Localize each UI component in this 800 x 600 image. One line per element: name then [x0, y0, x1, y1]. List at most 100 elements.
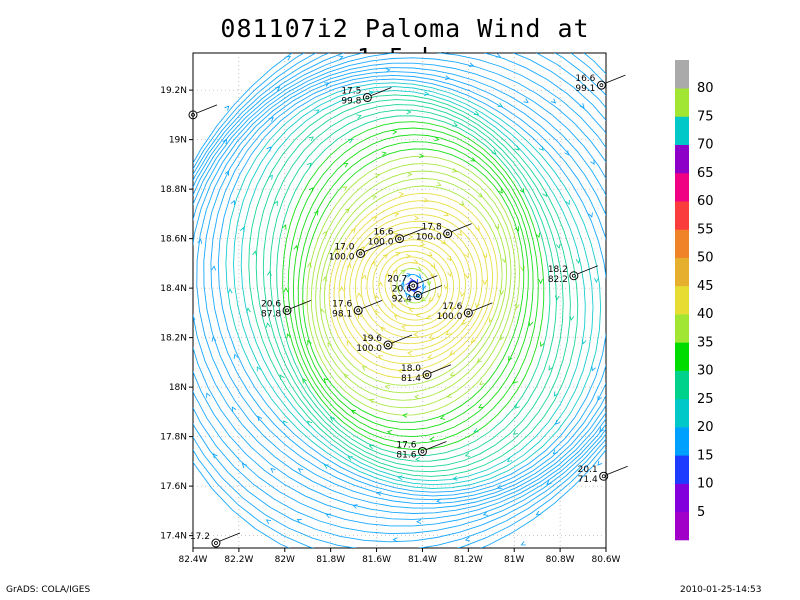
- streamline-arrow: [475, 302, 480, 309]
- station-value-bottom: 100.0: [416, 233, 442, 243]
- streamline-arrow: [308, 187, 314, 193]
- streamline-arrow: [371, 195, 377, 200]
- streamline-arrow: [650, 277, 654, 281]
- colorbar-swatch: [675, 116, 689, 146]
- streamline-arrow: [514, 226, 520, 232]
- station-marker-inner: [601, 474, 606, 479]
- streamline: [193, 53, 606, 527]
- streamline-arrow: [436, 181, 442, 187]
- y-tick-label: 19N: [169, 136, 187, 146]
- streamline-arrow: [405, 292, 411, 298]
- streamline-arrow: [212, 453, 218, 459]
- wind-barb: [290, 300, 312, 309]
- streamline-arrow: [520, 266, 525, 272]
- streamline-arrow: [393, 314, 400, 320]
- streamline-arrow: [323, 377, 329, 384]
- streamline-arrow: [507, 355, 513, 361]
- streamline: [390, 262, 437, 310]
- streamline-arrow: [404, 300, 411, 306]
- wind-barb: [364, 243, 385, 252]
- colorbar-swatch: [675, 455, 689, 484]
- streamline-arrow: [193, 315, 196, 320]
- y-tick-label: 18N: [169, 383, 187, 393]
- x-tick-label: 82W: [275, 555, 295, 565]
- y-tick-label: 18.4N: [160, 284, 187, 294]
- streamline-arrow: [307, 339, 312, 346]
- streamline-arrow: [494, 223, 500, 230]
- colorbar-swatch: [675, 370, 689, 400]
- streamline: [262, 104, 564, 468]
- x-tick-label: 81.6W: [362, 555, 391, 565]
- wind-barb: [451, 223, 472, 233]
- colorbar-label: 65: [697, 166, 714, 181]
- streamline-arrow: [497, 484, 503, 489]
- streamline-arrow: [597, 460, 603, 466]
- streamline-arrow: [343, 373, 349, 379]
- streamline-arrow: [197, 238, 203, 244]
- streamline-arrow: [347, 139, 354, 144]
- streamline-arrow: [413, 332, 419, 337]
- streamline-arrow: [359, 246, 365, 252]
- streamline-arrow: [482, 253, 488, 259]
- streamline-arrow: [569, 315, 575, 321]
- streamline-arrow: [392, 129, 398, 135]
- streamline: [193, 53, 606, 548]
- streamline-arrow: [429, 436, 435, 442]
- streamline-arrow: [555, 419, 561, 425]
- streamline: [255, 99, 571, 473]
- streamline-arrow: [482, 511, 489, 516]
- streamline-arrow: [415, 312, 421, 318]
- streamline-arrow: [356, 30, 360, 34]
- station-marker: [417, 446, 427, 456]
- streamline-arrow: [464, 452, 471, 457]
- streamline-arrow: [378, 281, 383, 287]
- station-value-top: 17.6: [442, 302, 462, 312]
- colorbar-swatch: [675, 144, 689, 174]
- colorbar-label: 55: [697, 222, 714, 237]
- colorbar-label: 10: [697, 477, 714, 492]
- streamline-arrow: [314, 109, 320, 115]
- station-value-top: 17.0: [334, 242, 354, 252]
- streamline-arrow: [407, 172, 413, 177]
- wind-barb: [472, 302, 493, 312]
- streamline-arrow: [283, 287, 289, 293]
- station-markers: 17.599.816.699.116.6100.017.8100.017.010…: [188, 74, 628, 548]
- streamline-arrow: [426, 281, 432, 287]
- streamline-arrow: [364, 335, 370, 341]
- streamline-arrow: [666, 306, 670, 310]
- streamline-arrow: [470, 337, 476, 343]
- station-value-bottom: 98.1: [332, 309, 352, 319]
- colorbar-swatch: [675, 285, 689, 315]
- streamline-arrow: [397, 368, 403, 374]
- streamline-arrow: [452, 122, 458, 127]
- streamline-arrow: [520, 541, 526, 546]
- streamline: [240, 90, 586, 482]
- streamline-arrow: [231, 406, 237, 412]
- streamline: [297, 141, 529, 431]
- streamline: [203, 71, 606, 501]
- colorbar-swatch: [675, 483, 689, 513]
- colorbar-swatch: [675, 511, 689, 541]
- streamline: [287, 127, 539, 444]
- streamline-arrow: [227, 288, 233, 294]
- streamline-arrow: [552, 449, 558, 455]
- streamline-arrow: [224, 105, 230, 111]
- streamline: [193, 57, 606, 514]
- streamline-arrow: [446, 255, 452, 262]
- streamline-arrow: [342, 186, 348, 191]
- station-value-bottom: 92.4: [392, 295, 412, 305]
- wind-barb: [607, 465, 628, 475]
- streamline-arrow: [398, 191, 405, 197]
- streamline-arrow: [464, 536, 471, 542]
- streamline-arrow: [579, 103, 585, 109]
- streamline-arrow: [374, 294, 380, 300]
- station-value-top: 20.6: [261, 299, 281, 309]
- station-marker: [282, 305, 292, 315]
- station-value-bottom: 71.4: [578, 475, 598, 485]
- streamline-arrow: [180, 176, 184, 181]
- streamline-arrow: [369, 398, 375, 404]
- streamline-arrow: [451, 304, 456, 311]
- streamline-arrow: [439, 415, 446, 420]
- streamline-arrow: [308, 136, 314, 142]
